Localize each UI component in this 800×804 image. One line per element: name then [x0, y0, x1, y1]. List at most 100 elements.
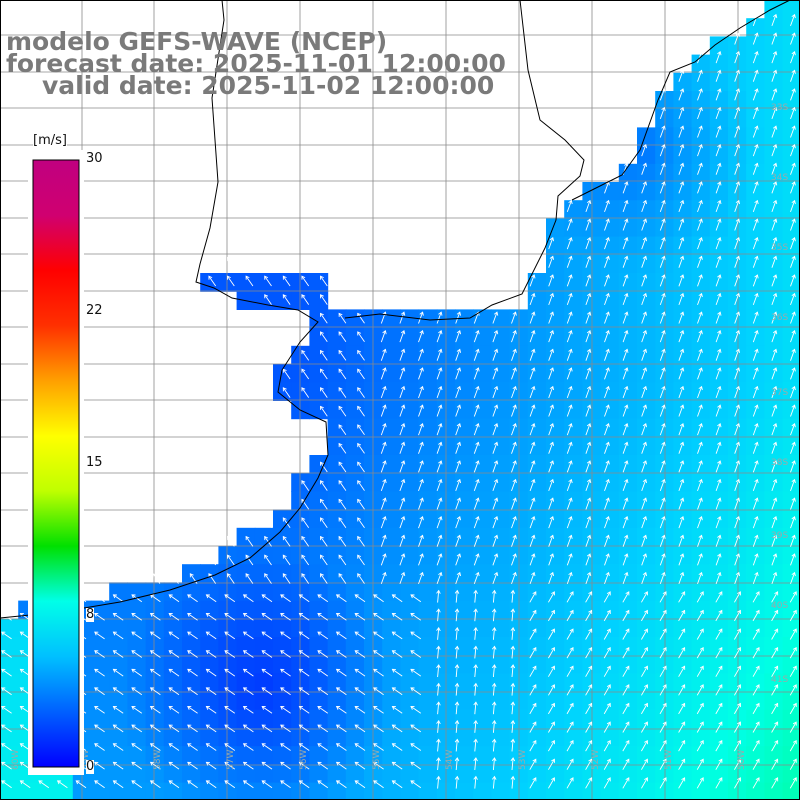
wind-arrow [320, 554, 328, 566]
speed-cell [728, 345, 747, 365]
speed-cell [764, 436, 784, 456]
speed-cell [546, 637, 565, 656]
wind-arrow [752, 199, 759, 213]
wind-arrow [245, 275, 254, 287]
speed-cell [491, 618, 511, 638]
wind-arrow [622, 646, 630, 659]
wind-arrow [529, 441, 536, 454]
wind-arrow [357, 461, 365, 473]
wind-arrow [697, 218, 703, 231]
wind-arrow [548, 739, 555, 752]
speed-cell [673, 182, 693, 201]
speed-cell [637, 418, 656, 438]
wind-arrow [734, 739, 741, 752]
speed-cell [345, 436, 365, 456]
wind-arrow [418, 571, 424, 585]
speed-cell [637, 400, 656, 420]
wind-arrow [354, 743, 366, 751]
wind-arrow [715, 255, 722, 268]
colorbar-tick-15: 15 [86, 455, 103, 470]
wind-arrow [242, 724, 254, 733]
wind-arrow [242, 761, 254, 770]
wind-arrow [697, 311, 703, 324]
wind-arrow [149, 613, 161, 621]
wind-arrow [697, 385, 703, 399]
wind-arrow [697, 237, 703, 250]
wind-arrow [604, 311, 610, 324]
wind-arrow [715, 218, 722, 231]
speed-cell [637, 273, 656, 292]
speed-cell [709, 254, 729, 274]
wind-arrow [603, 739, 611, 752]
speed-cell [254, 527, 274, 547]
speed-cell [527, 655, 547, 674]
speed-cell [709, 382, 729, 401]
speed-cell [637, 382, 656, 401]
wind-arrow [734, 348, 741, 361]
speed-cell [145, 673, 165, 693]
wind-arrow [338, 442, 347, 454]
wind-arrow [790, 367, 796, 380]
wind-arrow [511, 423, 517, 436]
lat-label: 33S [771, 103, 788, 113]
speed-cell [291, 637, 310, 656]
wind-arrow [264, 573, 272, 584]
speed-cell [618, 309, 638, 329]
wind-arrow [659, 684, 667, 696]
wind-arrow [641, 609, 648, 622]
wind-arrow [282, 517, 291, 529]
speed-cell [637, 218, 656, 238]
speed-cell [546, 618, 565, 638]
wind-arrow [205, 594, 217, 603]
wind-arrow [604, 292, 610, 306]
wind-arrow [789, 628, 797, 640]
wind-arrow [715, 478, 722, 492]
wind-arrow [771, 292, 778, 306]
speed-cell [782, 436, 800, 456]
wind-arrow [320, 331, 328, 343]
wind-arrow [641, 274, 648, 287]
speed-cell [546, 473, 565, 492]
speed-cell [782, 655, 800, 674]
speed-cell [728, 582, 747, 602]
wind-arrow [380, 516, 387, 529]
wind-arrow [566, 330, 573, 343]
speed-cell [327, 345, 347, 365]
speed-cell [455, 509, 474, 529]
speed-cell [637, 691, 656, 711]
wind-arrow [790, 478, 796, 492]
wind-arrow [548, 460, 555, 473]
wind-arrow [75, 780, 87, 789]
wind-arrow [224, 650, 236, 658]
speed-cell [163, 782, 183, 802]
speed-cell [618, 746, 638, 765]
wind-arrow [548, 516, 555, 529]
speed-cell [382, 728, 401, 747]
speed-cell [291, 764, 310, 784]
wind-arrow [622, 385, 629, 399]
wind-arrow [771, 311, 778, 324]
wind-arrow [790, 274, 796, 287]
speed-cell [491, 527, 511, 547]
speed-cell [291, 564, 310, 583]
wind-arrow [771, 665, 779, 677]
wind-arrow [511, 497, 517, 510]
speed-cell [782, 618, 800, 638]
speed-cell [418, 673, 438, 693]
wind-arrow [264, 256, 272, 268]
wind-arrow [734, 665, 741, 677]
wind-arrow [410, 613, 422, 621]
wind-arrow [511, 553, 517, 566]
wind-arrow [455, 385, 462, 399]
wind-arrow [282, 573, 291, 584]
wind-arrow [131, 631, 143, 640]
speed-cell [782, 72, 800, 92]
speed-cell [691, 145, 711, 165]
wind-arrow [715, 88, 722, 101]
wind-arrow [529, 739, 537, 752]
wind-arrow [131, 706, 143, 714]
wind-arrow [112, 613, 124, 621]
wind-arrow [301, 535, 310, 547]
speed-cell [400, 546, 420, 565]
speed-cell [728, 163, 747, 183]
